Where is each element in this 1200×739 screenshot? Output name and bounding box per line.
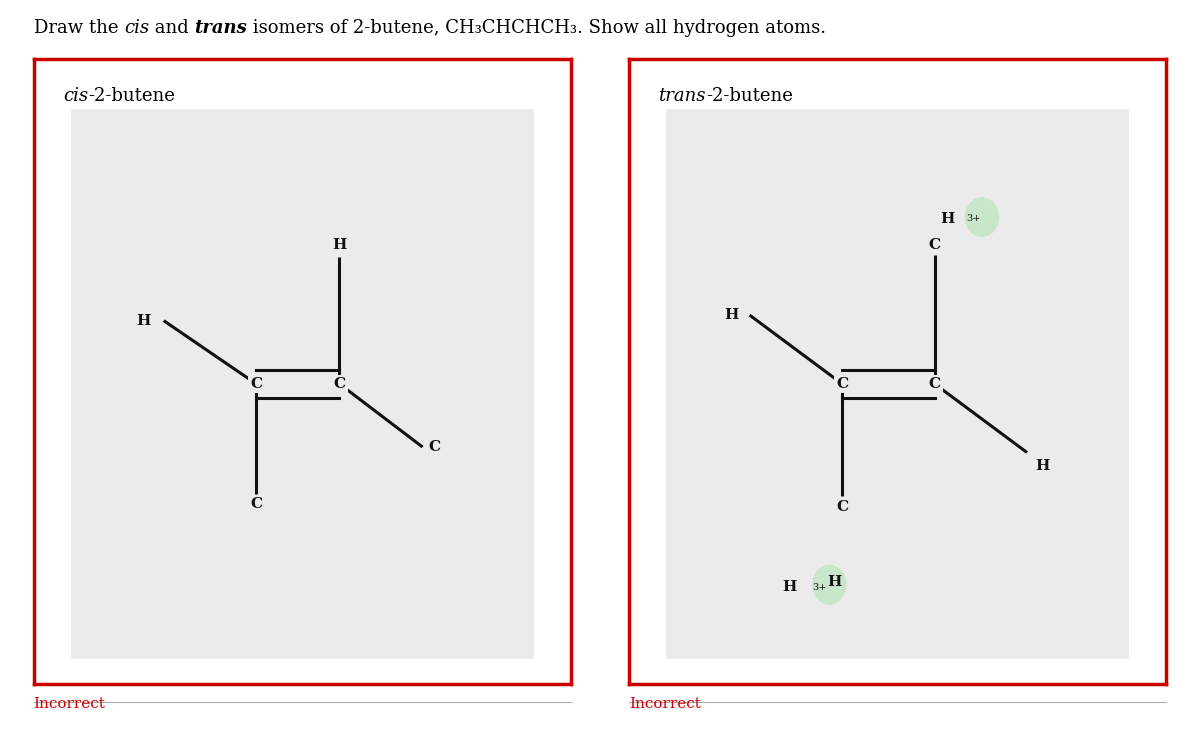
Text: Incorrect: Incorrect	[629, 697, 701, 711]
Text: isomers of 2-butene, CH₃CHCHCH₃. Show all hydrogen atoms.: isomers of 2-butene, CH₃CHCHCH₃. Show al…	[247, 19, 827, 38]
Text: C: C	[428, 440, 440, 454]
Text: Incorrect: Incorrect	[34, 697, 106, 711]
Text: trans: trans	[194, 19, 247, 38]
Text: H: H	[725, 308, 739, 322]
Text: C: C	[836, 377, 848, 391]
Text: 3+: 3+	[966, 214, 980, 223]
Circle shape	[812, 565, 846, 605]
Text: cis: cis	[124, 19, 149, 38]
Text: C: C	[929, 377, 941, 391]
Text: -2-butene: -2-butene	[89, 87, 175, 105]
Text: H: H	[136, 313, 150, 327]
Text: H: H	[782, 580, 797, 594]
Text: trans: trans	[659, 87, 706, 105]
Text: 3+: 3+	[812, 582, 827, 592]
Text: Draw the: Draw the	[34, 19, 124, 38]
Text: C: C	[836, 500, 848, 514]
Text: H: H	[941, 212, 955, 226]
Circle shape	[965, 197, 1000, 237]
FancyBboxPatch shape	[71, 109, 534, 658]
Text: H: H	[828, 575, 842, 589]
Text: H: H	[332, 239, 347, 253]
Text: C: C	[250, 377, 263, 391]
Text: and: and	[149, 19, 194, 38]
Text: C: C	[929, 237, 941, 251]
Text: -2-butene: -2-butene	[706, 87, 793, 105]
Text: C: C	[334, 377, 346, 391]
FancyBboxPatch shape	[666, 109, 1129, 658]
Text: H: H	[1036, 459, 1050, 473]
Text: cis: cis	[64, 87, 89, 105]
Text: C: C	[250, 497, 263, 511]
